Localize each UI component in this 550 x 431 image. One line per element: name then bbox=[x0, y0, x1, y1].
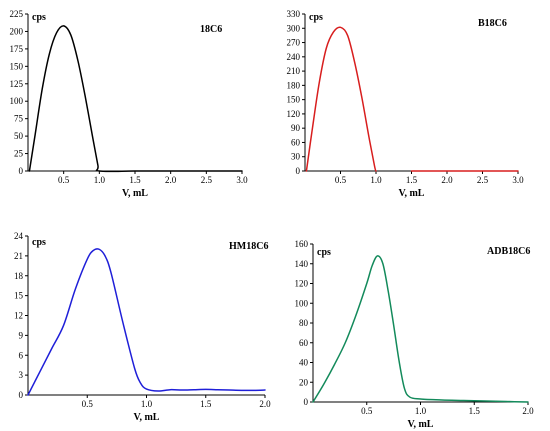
y-tick-label: 100 bbox=[295, 298, 309, 308]
y-tick-label: 75 bbox=[14, 114, 24, 124]
y-tick-label: 0 bbox=[296, 166, 301, 176]
chart-panel-3: 0 3 6 9 12 15 18 21 24 0.5 1.0 1.5 2.0 cps V, mL HM18C6 bbox=[14, 231, 271, 423]
y-tick-label: 225 bbox=[10, 9, 24, 19]
y-tick-label: 40 bbox=[299, 358, 309, 368]
x-tick-label: 2.5 bbox=[201, 175, 213, 185]
y-tick-label: 150 bbox=[287, 95, 301, 105]
series-line bbox=[312, 255, 529, 403]
y-tick-label: 330 bbox=[287, 9, 301, 19]
y-tick-label: 140 bbox=[295, 259, 309, 269]
x-tick-label: 3.0 bbox=[236, 175, 248, 185]
x-tick-label: 2.0 bbox=[165, 175, 177, 185]
y-tick-label: 80 bbox=[299, 318, 309, 328]
y-tick-label: 50 bbox=[14, 131, 24, 141]
y-axis-label: cps bbox=[32, 237, 46, 248]
y-tick-label: 270 bbox=[287, 38, 301, 48]
y-tick-label: 125 bbox=[10, 79, 24, 89]
y-tick-label: 15 bbox=[14, 291, 24, 301]
y-tick-label: 180 bbox=[287, 80, 301, 90]
y-tick-label: 6 bbox=[19, 350, 24, 360]
x-tick-label: 0.5 bbox=[82, 399, 94, 409]
x-axis-label: V, mL bbox=[122, 188, 148, 199]
y-tick-label: 0 bbox=[19, 166, 24, 176]
y-tick-label: 0 bbox=[304, 397, 309, 407]
y-tick-label: 18 bbox=[14, 271, 24, 281]
x-tick-label: 1.0 bbox=[370, 175, 382, 185]
y-tick-label: 21 bbox=[14, 251, 23, 261]
x-tick-label: 2.5 bbox=[477, 175, 489, 185]
y-tick-label: 25 bbox=[14, 149, 24, 159]
y-tick-label: 30 bbox=[291, 152, 301, 162]
y-tick-label: 60 bbox=[291, 137, 301, 147]
x-tick-label: 1.5 bbox=[129, 175, 141, 185]
series-line bbox=[27, 248, 266, 396]
y-tick-label: 3 bbox=[19, 370, 24, 380]
y-tick-label: 160 bbox=[295, 239, 309, 249]
y-axis-label: cps bbox=[309, 12, 323, 23]
y-tick-label: 12 bbox=[14, 311, 23, 321]
y-tick-label: 240 bbox=[287, 52, 301, 62]
x-axis-label: V, mL bbox=[408, 419, 434, 430]
x-tick-label: 1.5 bbox=[469, 406, 481, 416]
x-tick-label: 0.5 bbox=[335, 175, 347, 185]
x-tick-label: 2.0 bbox=[522, 406, 534, 416]
chart-panel-4: 0 20 40 60 80 100 120 140 160 0.5 1.0 1.5 2.0 cps V, m… bbox=[295, 239, 535, 430]
series-line bbox=[28, 25, 243, 173]
y-tick-label: 100 bbox=[10, 96, 24, 106]
chart-title: ADB18C6 bbox=[487, 246, 530, 257]
x-tick-label: 0.5 bbox=[58, 175, 70, 185]
x-tick-label: 1.0 bbox=[94, 175, 106, 185]
x-tick-label: 1.0 bbox=[141, 399, 153, 409]
chart-title: 18C6 bbox=[200, 24, 222, 35]
y-tick-label: 24 bbox=[14, 231, 24, 241]
x-tick-label: 1.5 bbox=[406, 175, 418, 185]
x-tick-label: 0.5 bbox=[361, 406, 373, 416]
chart-title: HM18C6 bbox=[229, 241, 268, 252]
chart-panel-2: 0 30 60 90 120 150 180 210 240 270 300 330 0.5 1.0 1.5… bbox=[287, 9, 525, 199]
x-tick-label: 1.5 bbox=[200, 399, 212, 409]
x-axis-label: V, mL bbox=[134, 412, 160, 423]
y-axis-label: cps bbox=[32, 12, 46, 23]
y-tick-label: 120 bbox=[295, 279, 309, 289]
y-tick-label: 300 bbox=[287, 23, 301, 33]
chart-panel-1: 0 25 50 75 100 125 150 175 200 225 0.5 1.0 1.5 2.0 2.5… bbox=[10, 9, 249, 199]
y-tick-label: 90 bbox=[291, 123, 301, 133]
x-tick-label: 3.0 bbox=[512, 175, 524, 185]
y-tick-label: 200 bbox=[10, 26, 24, 36]
x-tick-label: 1.0 bbox=[415, 406, 427, 416]
y-tick-label: 175 bbox=[10, 44, 24, 54]
x-tick-label: 2.0 bbox=[441, 175, 453, 185]
y-tick-label: 9 bbox=[19, 330, 24, 340]
y-tick-label: 210 bbox=[287, 66, 301, 76]
y-axis-label: cps bbox=[317, 247, 331, 258]
y-tick-label: 20 bbox=[299, 377, 309, 387]
y-tick-label: 120 bbox=[287, 109, 301, 119]
series-line bbox=[305, 26, 377, 172]
x-axis-label: V, mL bbox=[399, 188, 425, 199]
y-tick-label: 150 bbox=[10, 61, 24, 71]
y-tick-label: 0 bbox=[19, 390, 24, 400]
y-tick-label: 60 bbox=[299, 338, 309, 348]
chart-title: B18C6 bbox=[478, 18, 507, 29]
x-tick-label: 2.0 bbox=[259, 399, 271, 409]
